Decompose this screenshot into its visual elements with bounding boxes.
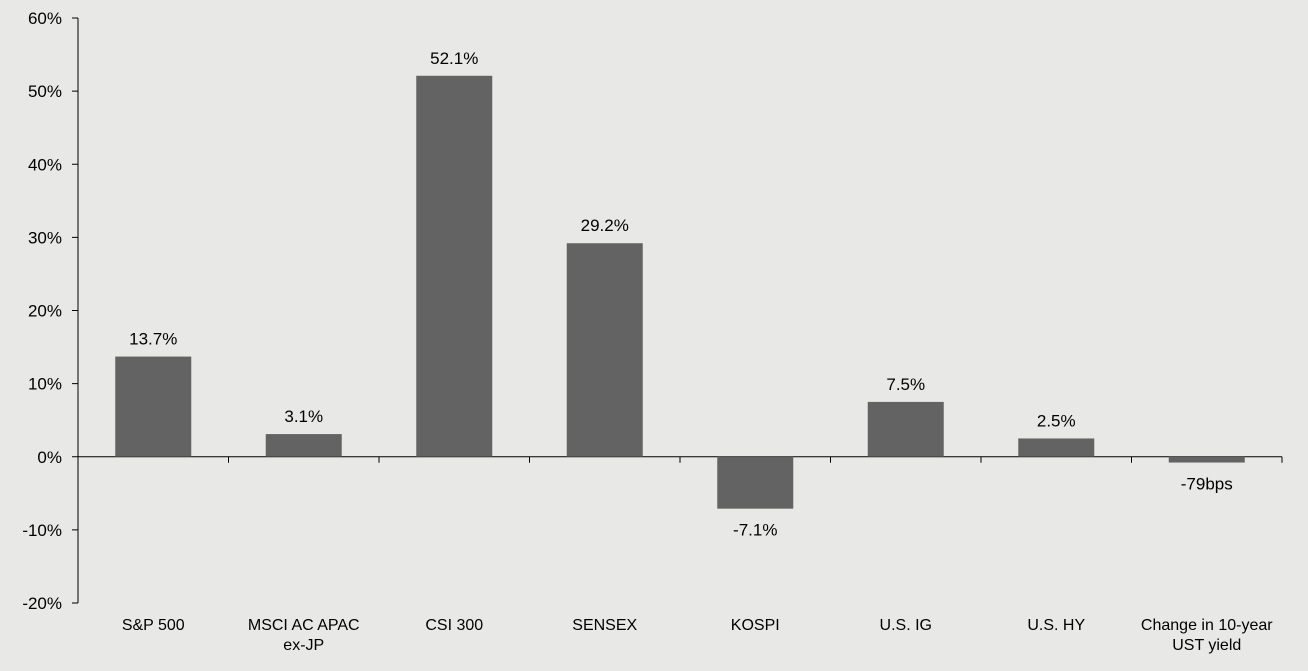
y-axis: 60% 50% 40% 30% 20% 10% 0% -10% -20% <box>22 9 79 613</box>
category-label-line: KOSPI <box>731 617 780 634</box>
category-label-line: Change in 10-year <box>1141 617 1273 634</box>
category-label: CSI 300 <box>425 617 483 634</box>
category-label-line: S&P 500 <box>122 617 185 634</box>
category-label-line: MSCI AC APAC <box>248 617 360 634</box>
data-label: -7.1% <box>733 521 777 540</box>
data-label: 52.1% <box>430 49 478 68</box>
category-labels: S&P 500 MSCI AC APAC ex-JP CSI 300 SENSEX KOS… <box>122 617 1273 654</box>
y-tick-label: 10% <box>28 375 62 394</box>
category-label-line: UST yield <box>1172 637 1241 654</box>
bar <box>416 75 493 457</box>
bar <box>867 401 944 457</box>
bar <box>265 434 342 457</box>
y-tick-label: 60% <box>28 9 62 28</box>
data-label: 13.7% <box>129 330 177 349</box>
category-label-line: U.S. HY <box>1027 617 1085 634</box>
bar <box>1168 456 1245 463</box>
data-label: -79bps <box>1181 475 1233 494</box>
bar <box>1018 438 1095 457</box>
data-label: 7.5% <box>886 375 925 394</box>
data-label: 29.2% <box>581 216 629 235</box>
y-tick-label: 20% <box>28 302 62 321</box>
category-label: SENSEX <box>572 617 637 634</box>
data-label: 2.5% <box>1037 411 1076 430</box>
category-label: MSCI AC APAC ex-JP <box>248 617 360 654</box>
category-label-line: U.S. IG <box>880 617 932 634</box>
data-labels: 13.7% 3.1% 52.1% 29.2% -7.1% 7.5% 2.5% -79bps <box>129 49 1233 540</box>
category-label-line: ex-JP <box>283 637 324 654</box>
category-label-line: SENSEX <box>572 617 637 634</box>
bar <box>566 243 643 457</box>
category-label: KOSPI <box>731 617 780 634</box>
category-label: U.S. IG <box>880 617 932 634</box>
data-label: 3.1% <box>284 407 323 426</box>
y-tick-label: -20% <box>22 594 62 613</box>
category-label: S&P 500 <box>122 617 185 634</box>
x-axis <box>78 456 1283 463</box>
bars <box>115 75 1245 509</box>
category-label: U.S. HY <box>1027 617 1085 634</box>
bar <box>115 356 192 457</box>
y-tick-label: 0% <box>37 448 62 467</box>
category-label: Change in 10-year UST yield <box>1141 617 1273 654</box>
category-label-line: CSI 300 <box>425 617 483 634</box>
bar <box>717 456 794 509</box>
y-tick-label: 50% <box>28 82 62 101</box>
y-tick-label: 40% <box>28 155 62 174</box>
y-tick-label: -10% <box>22 521 62 540</box>
y-tick-label: 30% <box>28 228 62 247</box>
